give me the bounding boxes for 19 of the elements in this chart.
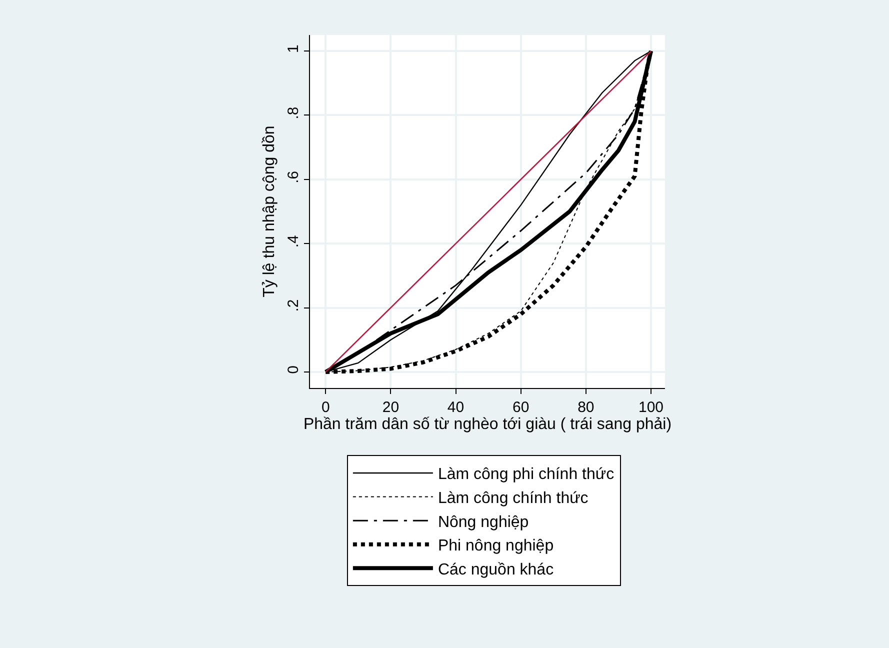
legend-label: Các nguồn khác (438, 561, 554, 578)
x-tick-label: 60 (512, 399, 530, 416)
y-tick-label: .2 (285, 299, 302, 312)
legend-label: Phi nông nghiệp (438, 538, 554, 555)
x-axis-title: Phần trăm dân số từ nghèo tới giàu ( trái sang phải) (303, 416, 672, 433)
x-tick-label: 80 (578, 399, 594, 416)
x-tick-label: 20 (382, 399, 400, 416)
y-tick-label: .6 (285, 170, 302, 184)
y-tick-label: 1 (285, 44, 302, 53)
x-tick-label: 100 (638, 399, 664, 416)
y-tick-label: .8 (285, 106, 302, 120)
y-axis-title: Tỷ lệ thu nhập cộng dồn (260, 126, 278, 298)
legend-label: Làm công phi chính thức (438, 466, 614, 484)
y-tick-label: .4 (285, 235, 302, 248)
legend-label: Nông nghiệp (438, 514, 529, 531)
y-tick-label: 0 (285, 366, 302, 374)
x-tick-label: 0 (321, 399, 330, 416)
x-tick-label: 40 (447, 399, 464, 416)
legend-label: Làm công chính thức (438, 490, 588, 508)
